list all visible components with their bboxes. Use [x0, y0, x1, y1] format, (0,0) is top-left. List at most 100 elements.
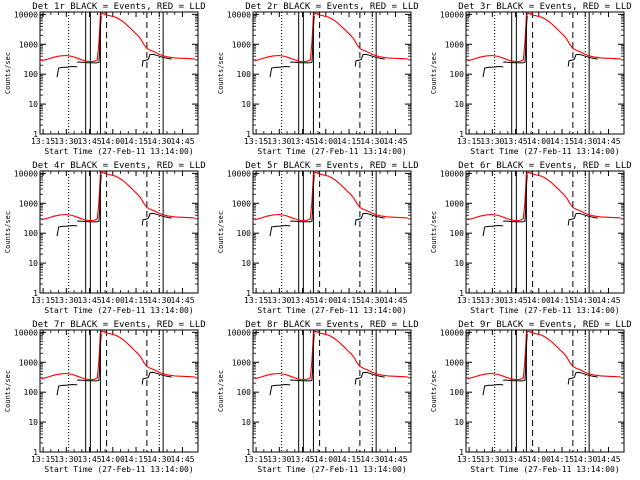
- x-tick-label: 13:45: [504, 296, 528, 305]
- lld-series-line: [254, 330, 408, 381]
- panel-title: Det 2r BLACK = Events, RED = LLD: [245, 2, 418, 12]
- panel-title: Det 3r BLACK = Events, RED = LLD: [458, 2, 631, 12]
- panel-title: Det 4r BLACK = Events, RED = LLD: [32, 161, 205, 171]
- x-tick-label: 13:45: [78, 137, 102, 146]
- plot-panel-3: Det 3r BLACK = Events, RED = LLD 1 10 100 10…: [430, 2, 632, 156]
- panel-title: Det 7r BLACK = Events, RED = LLD: [32, 320, 205, 330]
- events-series-line: [567, 371, 598, 385]
- events-series-line: [269, 224, 291, 237]
- events-series-line: [354, 212, 385, 226]
- plot-frame: [465, 329, 625, 453]
- lld-series-line: [467, 171, 621, 222]
- y-tick-label: 10000: [227, 10, 251, 19]
- x-tick-label: 13:15: [457, 137, 481, 146]
- x-tick-label: 14:00: [527, 296, 551, 305]
- y-axis-label: Counts/sec: [217, 211, 225, 253]
- events-series-line: [482, 224, 504, 237]
- plot-frame: [252, 11, 412, 135]
- x-axis-label: Start Time (27-Feb-11 13:14:00): [257, 465, 406, 474]
- x-tick-label: 14:30: [147, 137, 171, 146]
- x-tick-label: 13:45: [504, 455, 528, 464]
- x-tick-label: 14:00: [101, 137, 125, 146]
- y-tick-label: 10: [454, 418, 464, 427]
- x-tick-label: 13:15: [31, 137, 55, 146]
- x-tick-label: 13:30: [480, 137, 504, 146]
- y-tick-label: 100: [24, 388, 39, 397]
- x-tick-label: 14:15: [124, 296, 148, 305]
- x-tick-label: 14:15: [550, 137, 574, 146]
- x-tick-label: 13:15: [31, 296, 55, 305]
- panel-title: Det 9r BLACK = Events, RED = LLD: [458, 320, 631, 330]
- y-tick-label: 1: [33, 289, 38, 298]
- y-tick-label: 10000: [440, 10, 464, 19]
- x-tick-label: 13:15: [244, 455, 268, 464]
- lld-series-line: [467, 12, 621, 63]
- x-tick-label: 14:45: [596, 455, 620, 464]
- plot-frame: [465, 11, 625, 135]
- x-tick-label: 13:30: [54, 137, 78, 146]
- y-tick-label: 10000: [440, 169, 464, 178]
- y-tick-label: 1000: [19, 40, 38, 49]
- x-tick-label: 14:30: [573, 296, 597, 305]
- y-tick-label: 1: [246, 289, 251, 298]
- x-tick-label: 14:00: [101, 455, 125, 464]
- y-axis-label: Counts/sec: [4, 370, 12, 412]
- y-tick-label: 10000: [14, 10, 38, 19]
- plot-panel-5: Det 5r BLACK = Events, RED = LLD 1 10 100 10…: [217, 161, 419, 315]
- y-tick-label: 1: [459, 289, 464, 298]
- x-tick-label: 13:15: [457, 296, 481, 305]
- y-tick-label: 10000: [14, 328, 38, 337]
- x-tick-label: 14:00: [527, 455, 551, 464]
- x-tick-label: 13:30: [54, 455, 78, 464]
- plot-panel-7: Det 7r BLACK = Events, RED = LLD 1 10 100 10…: [4, 320, 206, 474]
- x-tick-label: 14:15: [550, 296, 574, 305]
- x-tick-label: 13:45: [291, 296, 315, 305]
- events-series-line: [77, 174, 102, 223]
- events-series-line: [482, 65, 504, 78]
- x-tick-label: 14:30: [360, 455, 384, 464]
- y-tick-label: 1000: [445, 358, 464, 367]
- y-tick-label: 10: [28, 418, 38, 427]
- x-tick-label: 14:45: [170, 137, 194, 146]
- y-tick-label: 1: [459, 130, 464, 139]
- x-tick-label: 14:00: [101, 296, 125, 305]
- plot-panel-4: Det 4r BLACK = Events, RED = LLD 1 10 100 10…: [4, 161, 206, 315]
- y-axis-label: Counts/sec: [217, 370, 225, 412]
- y-tick-label: 10: [241, 259, 251, 268]
- lld-series-line: [41, 171, 195, 222]
- plot-panel-9: Det 9r BLACK = Events, RED = LLD 1 10 100 10…: [430, 320, 632, 474]
- x-tick-label: 13:45: [291, 137, 315, 146]
- y-tick-label: 10000: [227, 169, 251, 178]
- x-tick-label: 13:15: [244, 296, 268, 305]
- x-tick-label: 14:00: [314, 455, 338, 464]
- x-axis-label: Start Time (27-Feb-11 13:14:00): [470, 147, 619, 156]
- x-tick-label: 14:45: [170, 455, 194, 464]
- events-series-line: [354, 371, 385, 385]
- lld-series-line: [254, 171, 408, 222]
- y-tick-label: 1000: [232, 199, 251, 208]
- plot-panel-2: Det 2r BLACK = Events, RED = LLD 1 10 100 10…: [217, 2, 419, 156]
- x-tick-label: 14:45: [383, 137, 407, 146]
- x-axis-label: Start Time (27-Feb-11 13:14:00): [257, 147, 406, 156]
- plot-frame: [39, 329, 199, 453]
- x-tick-label: 13:30: [480, 455, 504, 464]
- plot-frame: [252, 170, 412, 294]
- x-tick-label: 14:15: [337, 455, 361, 464]
- y-tick-label: 1000: [445, 40, 464, 49]
- y-tick-label: 1000: [445, 199, 464, 208]
- x-tick-label: 13:15: [457, 455, 481, 464]
- y-tick-label: 1: [459, 448, 464, 457]
- plot-panel-1: Det 1r BLACK = Events, RED = LLD 1 10 100 10…: [4, 2, 206, 156]
- y-tick-label: 10000: [227, 328, 251, 337]
- x-tick-label: 14:00: [314, 137, 338, 146]
- x-tick-label: 14:15: [550, 455, 574, 464]
- y-tick-label: 10000: [14, 169, 38, 178]
- lld-series-line: [254, 12, 408, 63]
- plot-frame: [252, 329, 412, 453]
- x-tick-label: 14:15: [337, 296, 361, 305]
- plot-panel-8: Det 8r BLACK = Events, RED = LLD 1 10 100 10…: [217, 320, 419, 474]
- events-series-line: [269, 65, 291, 78]
- x-tick-label: 14:45: [383, 296, 407, 305]
- y-tick-label: 1: [246, 448, 251, 457]
